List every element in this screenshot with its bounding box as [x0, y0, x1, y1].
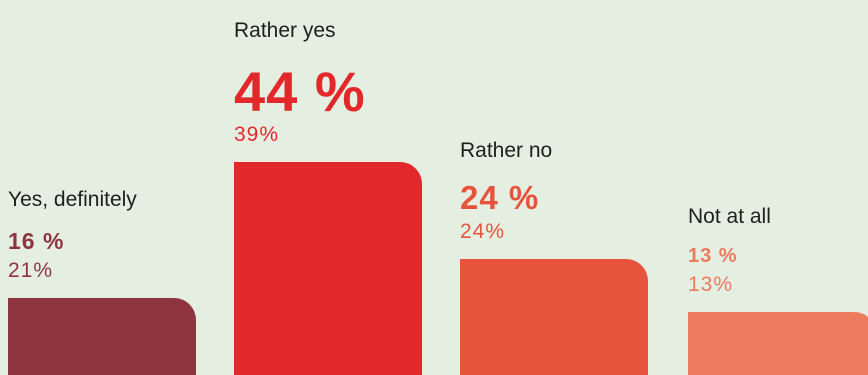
main-value-label: 24 % [460, 179, 540, 216]
main-value-label: 44 % [234, 60, 366, 123]
column-rather-yes: Rather yes 44 % 39% [234, 0, 422, 375]
secondary-value-label: 13% [688, 273, 734, 296]
bar [234, 162, 422, 375]
secondary-value-label: 21% [8, 259, 54, 282]
category-label: Yes, definitely [8, 188, 137, 211]
main-value-label: 16 % [8, 228, 65, 254]
column-not-at-all: Not at all 13 % 13% [688, 0, 868, 375]
category-label: Rather no [460, 139, 553, 162]
bar [8, 298, 196, 375]
category-label: Not at all [688, 205, 771, 228]
secondary-value-label: 39% [234, 123, 280, 146]
main-value-label: 13 % [688, 245, 738, 267]
column-yes-definitely: Yes, definitely 16 % 21% [8, 0, 196, 375]
secondary-value-label: 24% [460, 220, 506, 243]
bar [688, 312, 868, 375]
bar [460, 259, 648, 375]
category-label: Rather yes [234, 19, 336, 42]
column-rather-no: Rather no 24 % 24% [460, 0, 648, 375]
